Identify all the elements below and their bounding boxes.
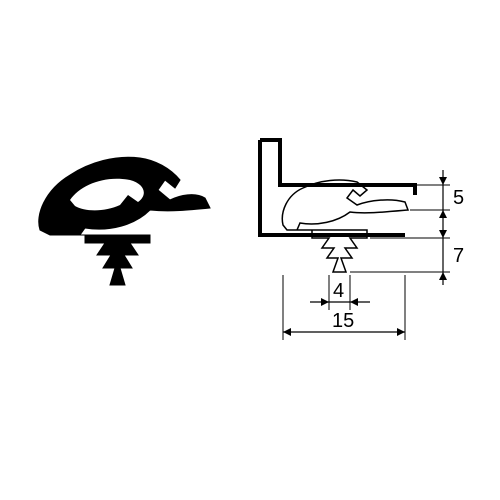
dim-5-label: 5 — [453, 187, 464, 209]
dim-7-label: 7 — [453, 245, 464, 267]
left-solid-profile — [39, 157, 210, 285]
technical-drawing-svg: 5 7 4 15 — [0, 0, 500, 500]
drawing-canvas: 5 7 4 15 — [0, 0, 500, 500]
dimension-4: 4 — [310, 275, 370, 310]
dim-15-label: 15 — [332, 310, 354, 332]
dim-4-label: 4 — [333, 280, 344, 302]
right-outline-profile: 5 7 4 15 — [260, 140, 464, 340]
dimension-5: 5 — [410, 170, 464, 225]
